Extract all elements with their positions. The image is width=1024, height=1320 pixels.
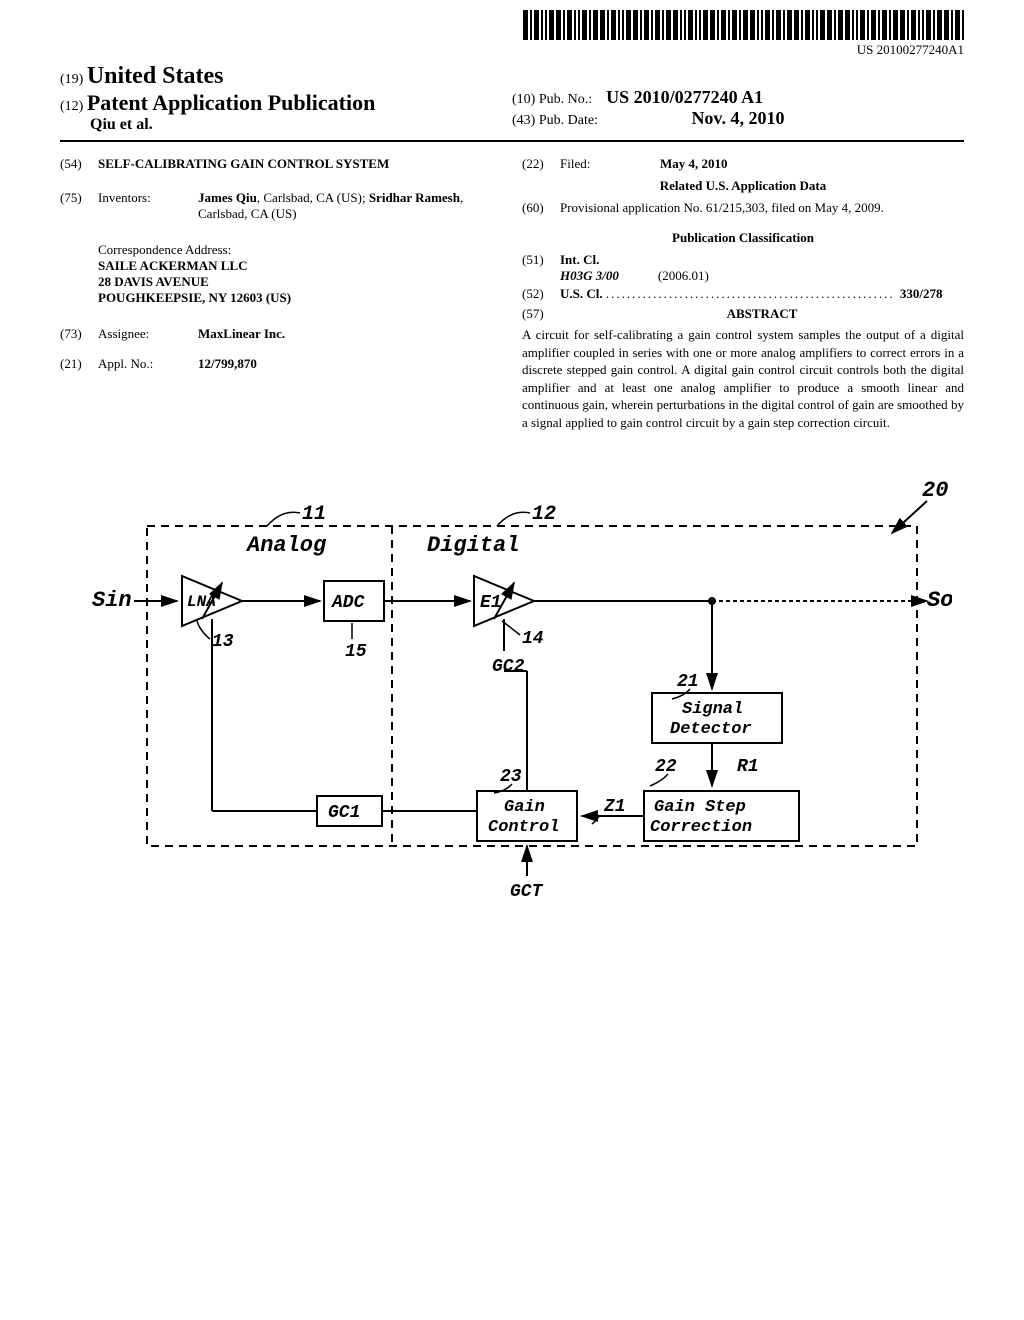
filed-value: May 4, 2010 [660,156,964,172]
provisional-row: (60) Provisional application No. 61/215,… [522,200,964,216]
ref-14: 14 [522,629,544,649]
ref-11: 11 [302,503,326,526]
abstract-heading: ABSTRACT [560,306,964,322]
correspondence-address: SAILE ACKERMAN LLC28 DAVIS AVENUEPOUGHKE… [98,258,502,306]
authors-line: Qiu et al. [90,116,512,134]
ref-21: 21 [677,672,699,692]
gc1-label: GC1 [328,803,360,823]
ref-20: 20 [922,478,948,503]
digital-label: Digital [427,533,519,558]
pub-date-line: (43) Pub. Date: Nov. 4, 2010 [512,108,964,129]
gc2-label: GC2 [492,657,525,677]
bibliographic-data: (54) SELF-CALIBRATING GAIN CONTROL SYSTE… [60,156,964,431]
abstract-heading-row: (57) ABSTRACT [522,306,964,322]
signal-detector-label-1: Signal [682,700,743,719]
inventors-row: (75) Inventors: James Qiu, Carlsbad, CA … [60,190,502,222]
uscl-value: U.S. Cl. ...............................… [560,286,964,302]
barcode-bars [523,10,964,40]
correspondence-label: Correspondence Address: [98,242,502,258]
country-code: (19) [60,72,83,87]
assignee-value: MaxLinear Inc. [198,326,502,342]
abstract-text: A circuit for self-calibrating a gain co… [522,326,964,431]
intcl-label: Int. Cl. [560,252,599,267]
title-value: SELF-CALIBRATING GAIN CONTROL SYSTEM [98,156,502,172]
gain-step-label-2: Correction [650,818,752,837]
ref-23: 23 [500,767,522,787]
header-divider [60,140,964,142]
inventors-code: (75) [60,190,98,222]
ref-22: 22 [655,757,677,777]
intcl-code: (51) [522,252,560,284]
gain-control-label-1: Gain [504,798,545,817]
svg-text:Sout: Sout [927,588,952,613]
intcl-row: (51) Int. Cl. H03G 3/00 (2006.01) [522,252,964,284]
pub-no-code: (10) [512,92,535,107]
ref-13: 13 [212,632,234,652]
uscl-label: U.S. Cl. [560,286,603,301]
pub-date-value: Nov. 4, 2010 [691,108,784,128]
uscl-row: (52) U.S. Cl. ..........................… [522,286,964,302]
inventors-value: James Qiu, Carlsbad, CA (US); Sridhar Ra… [198,190,502,222]
circuit-diagram: 20 11 12 Analog Digital Sin LNA 13 ADC 1… [72,471,952,911]
abstract-code: (57) [522,306,560,322]
assignee-code: (73) [60,326,98,342]
appl-code: (21) [60,356,98,372]
barcode-section: US 20100277240A1 [60,10,964,59]
assignee-row: (73) Assignee: MaxLinear Inc. [60,326,502,342]
country-name: United States [87,63,224,89]
adc-label: ADC [331,593,365,613]
appl-value: 12/799,870 [198,356,502,372]
assignee-label: Assignee: [98,326,198,342]
inventors-label: Inventors: [98,190,198,222]
header: (19) United States (12) Patent Applicati… [60,63,964,134]
gct-label: GCT [510,882,544,902]
r1-label: R1 [737,757,759,777]
z1-label: Z1 [603,797,626,817]
pub-no-label: Pub. No.: [539,92,592,107]
filed-code: (22) [522,156,560,172]
barcode: US 20100277240A1 [523,10,964,58]
country-line: (19) United States [60,63,512,90]
title-code: (54) [60,156,98,172]
gain-control-label-2: Control [488,818,559,837]
uscl-class: 330/278 [900,286,943,301]
sin-label: Sin [92,588,132,613]
pub-no-line: (10) Pub. No.: US 2010/0277240 A1 [512,87,964,108]
title-row: (54) SELF-CALIBRATING GAIN CONTROL SYSTE… [60,156,502,172]
pub-type: Patent Application Publication [87,90,375,115]
related-heading: Related U.S. Application Data [522,178,964,194]
filed-row: (22) Filed: May 4, 2010 [522,156,964,172]
ref-15: 15 [345,642,367,662]
provisional-value: Provisional application No. 61/215,303, … [560,200,964,216]
intcl-class: H03G 3/00 [560,268,619,283]
figure: 20 11 12 Analog Digital Sin LNA 13 ADC 1… [60,471,964,916]
intcl-value: Int. Cl. H03G 3/00 (2006.01) [560,252,964,284]
analog-label: Analog [245,533,327,558]
ref-12: 12 [532,503,556,526]
pub-date-label: Pub. Date: [539,113,598,128]
pub-type-code: (12) [60,99,83,114]
appl-row: (21) Appl. No.: 12/799,870 [60,356,502,372]
signal-detector-label-2: Detector [670,720,752,739]
provisional-code: (60) [522,200,560,216]
barcode-number: US 20100277240A1 [523,42,964,58]
pub-date-code: (43) [512,113,535,128]
gain-step-label-1: Gain Step [654,798,746,817]
classification-heading: Publication Classification [522,230,964,246]
uscl-code: (52) [522,286,560,302]
filed-label: Filed: [560,156,660,172]
appl-label: Appl. No.: [98,356,198,372]
pub-no-value: US 2010/0277240 A1 [606,87,763,107]
pub-type-line: (12) Patent Application Publication [60,90,512,116]
correspondence-block: Correspondence Address: SAILE ACKERMAN L… [98,242,502,306]
intcl-date: (2006.01) [658,268,709,283]
